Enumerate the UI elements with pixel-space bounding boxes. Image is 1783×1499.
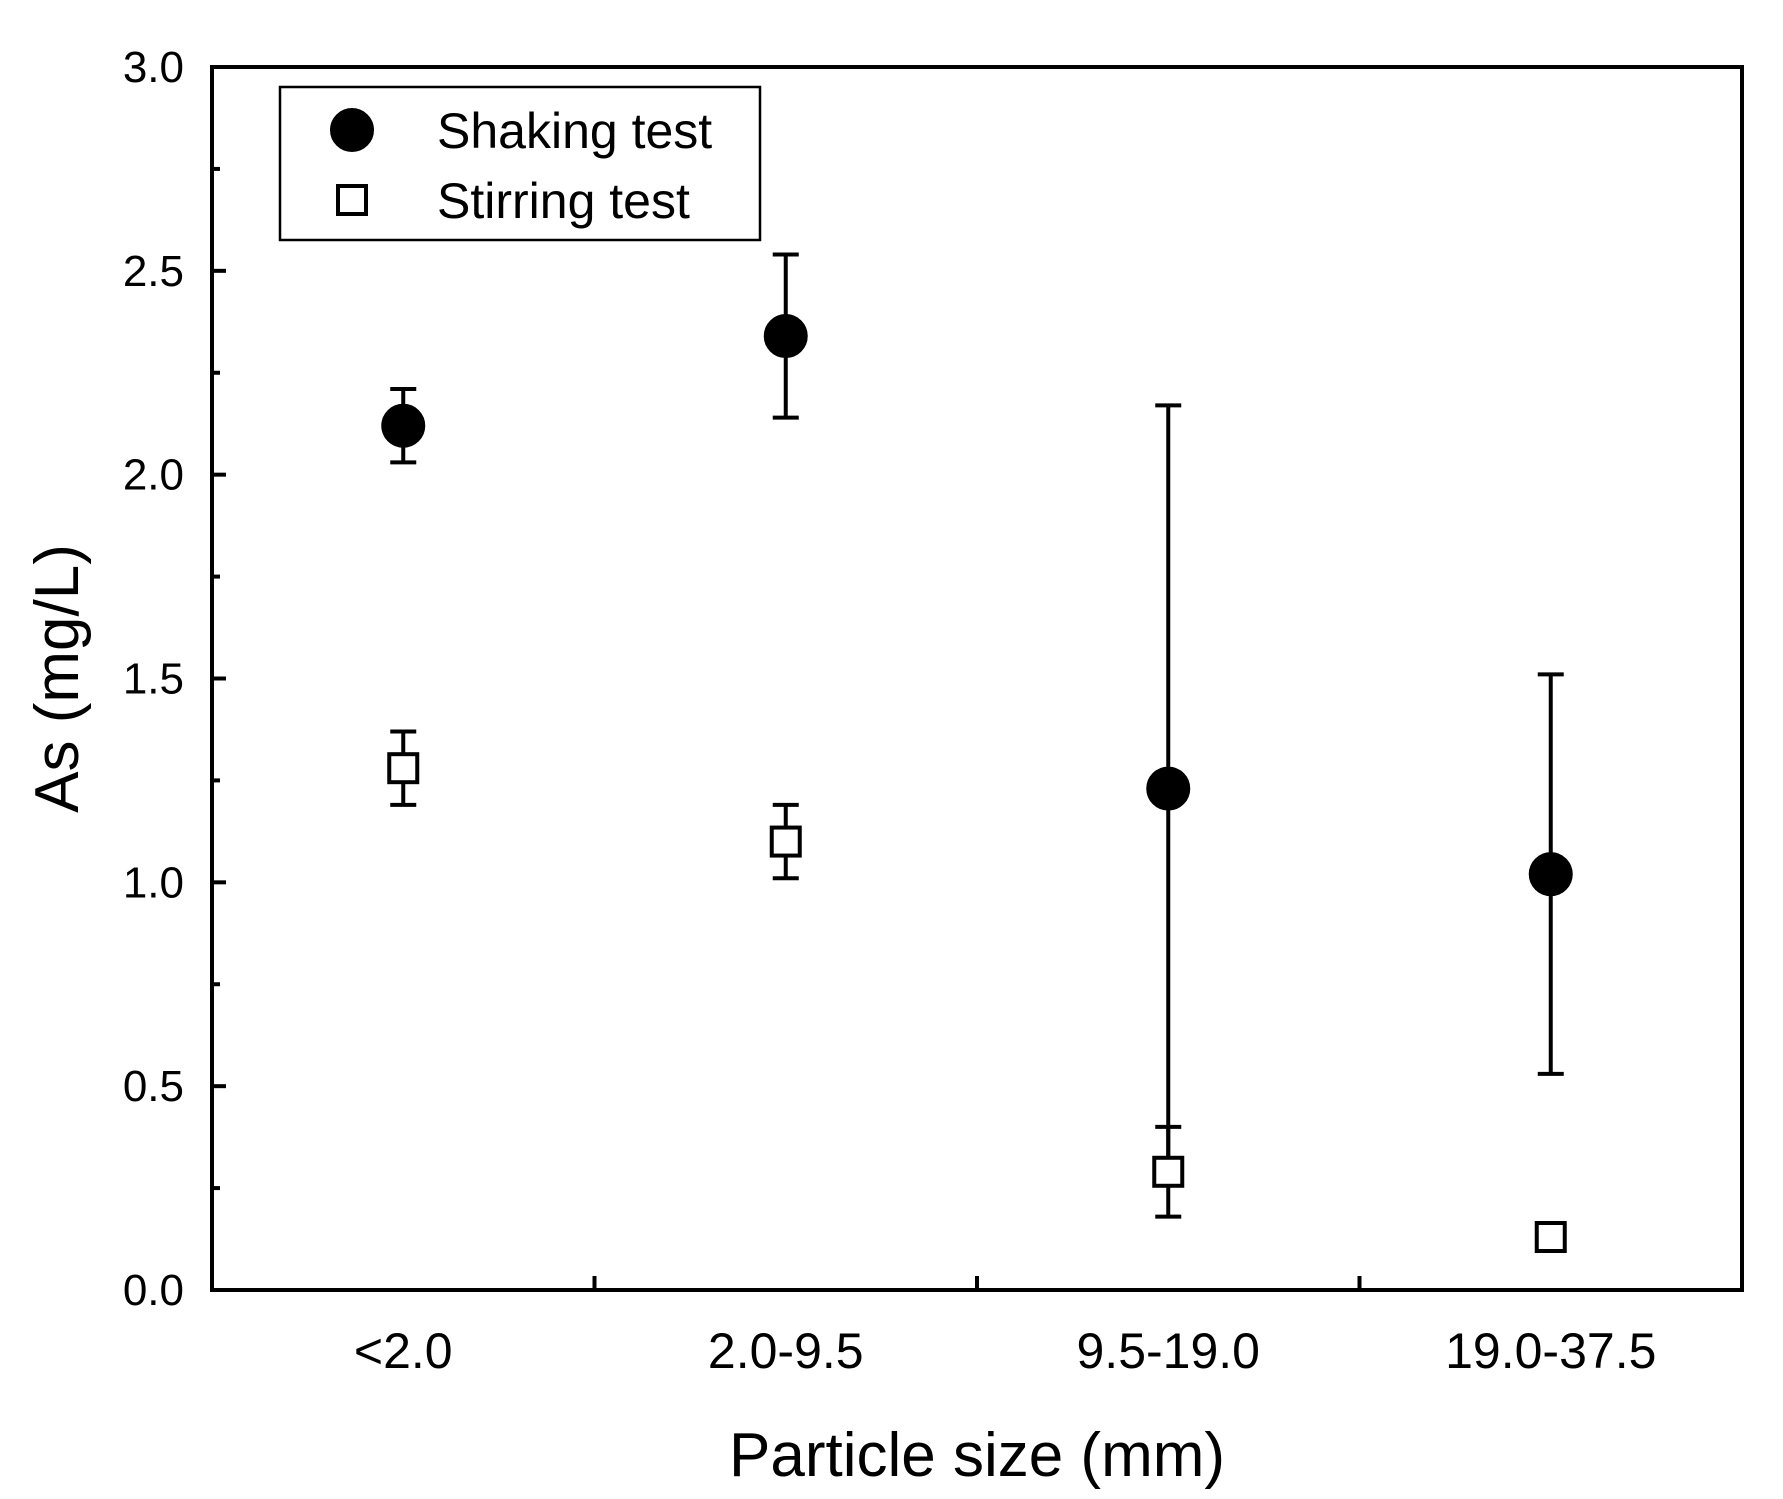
plot-area: [210, 65, 1744, 1292]
y-tick-label: 1.0: [123, 858, 184, 907]
data-point: [769, 825, 802, 858]
x-tick-label: 9.5-19.0: [1077, 1323, 1260, 1379]
data-point: [1146, 766, 1191, 811]
data-point: [763, 314, 808, 359]
series-stirring-test: [387, 729, 1567, 1254]
y-axis-title: As (mg/L): [23, 544, 92, 813]
y-tick-label: 2.5: [123, 247, 184, 296]
y-tick-label: 2.0: [123, 451, 184, 500]
legend-marker: [336, 184, 368, 216]
legend-label: Stirring test: [437, 173, 690, 229]
data-point: [1528, 852, 1573, 897]
x-tick-label: <2.0: [354, 1323, 453, 1379]
data-point: [1534, 1221, 1567, 1254]
y-tick-label: 0.5: [123, 1062, 184, 1111]
data-point: [387, 752, 420, 785]
legend-marker: [330, 108, 374, 152]
y-tick-label: 3.0: [123, 43, 184, 92]
data-marks: [381, 252, 1573, 1254]
x-tick-label: 19.0-37.5: [1445, 1323, 1656, 1379]
axes: 0.0 0.5 1.0 1.5 2.0 2.5 3.0 <2.0 2.0-9.5 9.5-19.0…: [123, 43, 1657, 1379]
legend: Shaking test Stirring test: [278, 85, 762, 242]
x-tick-label: 2.0-9.5: [708, 1323, 864, 1379]
series-shaking-test: [381, 252, 1573, 1174]
legend-label: Shaking test: [437, 103, 712, 159]
x-axis-title: Particle size (mm): [729, 1421, 1225, 1490]
y-tick-label: 1.5: [123, 655, 184, 704]
plot-frame: [210, 65, 1744, 1292]
data-point: [381, 403, 426, 448]
data-point: [1152, 1155, 1185, 1188]
y-tick-label: 0.0: [123, 1266, 184, 1315]
